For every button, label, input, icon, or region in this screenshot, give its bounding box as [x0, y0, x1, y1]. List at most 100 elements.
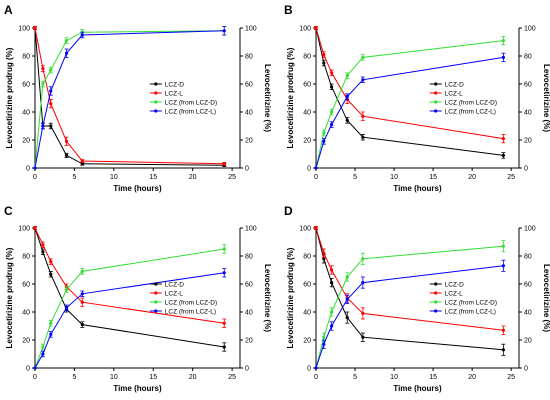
y-tick-label: 20 — [303, 138, 311, 145]
legend-label: LCZ-L — [445, 290, 463, 297]
y-right-tick-label: 40 — [245, 310, 253, 317]
data-point — [330, 324, 334, 328]
data-point — [41, 67, 45, 71]
y-right-tick-label: 80 — [245, 54, 253, 61]
legend-swatch-marker — [154, 109, 158, 113]
y-right-tick-label: 20 — [245, 338, 253, 345]
data-point — [501, 264, 505, 268]
x-tick-label: 25 — [507, 374, 515, 381]
series-lcz-l — [314, 26, 506, 144]
data-point — [49, 124, 53, 128]
y-tick-label: 60 — [303, 82, 311, 89]
data-point — [322, 61, 326, 65]
data-point — [33, 26, 37, 30]
data-point — [222, 321, 226, 325]
data-point — [314, 166, 318, 170]
series-line — [34, 272, 225, 369]
legend-label: LCZ-D — [165, 281, 184, 288]
data-point — [64, 139, 69, 143]
legend-swatch-marker — [154, 291, 158, 295]
legend-label: LCZ (from LCZ-L) — [445, 108, 496, 115]
legend-swatch-marker — [154, 309, 158, 313]
legend-swatch-marker — [154, 82, 158, 86]
data-point — [361, 55, 365, 60]
data-point — [322, 335, 326, 339]
data-point — [345, 118, 349, 122]
legend-label: LCZ-L — [445, 90, 463, 97]
legend: LCZ-D LCZ-L LCZ (from LCZ-D) LCZ (from LCZ-… — [149, 281, 217, 315]
data-point — [222, 345, 226, 349]
legend: LCZ-D LCZ-L LCZ (from LCZ-D) LCZ (from LCZ-… — [429, 281, 497, 315]
y-right-tick-label: 0 — [245, 166, 249, 173]
series-line — [34, 30, 225, 169]
y-axis-title-right: Levocetirizine (%) — [263, 64, 272, 132]
legend-label: LCZ-D — [165, 81, 184, 88]
x-tick-label: 15 — [429, 374, 437, 381]
y-tick-label: 100 — [299, 226, 311, 233]
x-axis-title: Time (hours) — [113, 384, 162, 393]
data-point — [322, 342, 326, 346]
legend-label: LCZ-L — [165, 90, 183, 97]
data-point — [322, 139, 326, 143]
x-tick-label: 0 — [314, 374, 318, 381]
data-point — [345, 74, 349, 78]
x-tick-label: 5 — [353, 374, 357, 381]
y-tick-label: 100 — [18, 26, 30, 33]
data-point — [49, 102, 53, 106]
panel-label: A — [4, 3, 13, 17]
y-right-tick-label: 60 — [245, 282, 253, 289]
legend-swatch-marker — [434, 300, 438, 304]
y-right-tick-label: 20 — [245, 138, 253, 145]
x-tick-label: 0 — [33, 374, 37, 381]
y-tick-label: 0 — [26, 166, 30, 173]
x-tick-label: 20 — [468, 374, 476, 381]
y-axis-title-right: Levocetirizine (%) — [263, 264, 272, 332]
y-right-tick-label: 40 — [524, 310, 532, 317]
series-line — [315, 245, 504, 369]
data-point — [41, 243, 45, 247]
series-lcz-l — [33, 26, 227, 166]
y-right-tick-label: 80 — [524, 254, 532, 261]
y-axis-title-left: Levocetirizine prodrug (%) — [5, 247, 14, 348]
y-right-tick-label: 100 — [524, 26, 536, 33]
data-point — [41, 82, 45, 86]
y-tick-label: 0 — [307, 366, 311, 373]
data-point — [64, 288, 69, 292]
data-point — [345, 316, 349, 320]
data-point — [314, 226, 318, 230]
data-point — [33, 226, 37, 230]
data-point — [330, 281, 334, 285]
data-point — [501, 244, 505, 248]
y-right-tick-label: 60 — [524, 82, 532, 89]
data-point — [330, 310, 334, 314]
series-lcz-l — [314, 226, 506, 335]
x-axis-title: Time (hours) — [113, 184, 162, 193]
series-lcz-d — [33, 226, 227, 352]
data-point — [49, 260, 53, 264]
data-point — [501, 153, 505, 157]
y-right-tick-label: 40 — [524, 110, 532, 117]
panel-label: B — [284, 3, 293, 17]
x-tick-label: 10 — [390, 374, 398, 381]
data-point — [49, 332, 53, 336]
y-right-tick-label: 100 — [245, 226, 257, 233]
y-axis-title-right: Levocetirizine (%) — [542, 264, 550, 332]
data-point — [222, 271, 226, 275]
series-lcz-from-lcz-d — [33, 244, 227, 370]
y-right-tick-label: 60 — [245, 82, 253, 89]
data-point — [80, 300, 84, 304]
data-point — [49, 89, 53, 93]
data-point — [345, 275, 349, 279]
y-right-tick-label: 80 — [524, 54, 532, 61]
x-tick-label: 20 — [189, 374, 197, 381]
y-tick-label: 60 — [22, 82, 30, 89]
x-tick-label: 25 — [507, 174, 515, 181]
legend-swatch-marker — [434, 282, 438, 286]
x-tick-label: 0 — [314, 174, 318, 181]
data-point — [330, 123, 334, 127]
y-axis-title-left: Levocetirizine prodrug (%) — [5, 47, 14, 148]
legend-label: LCZ-L — [165, 290, 183, 297]
x-tick-label: 25 — [228, 174, 236, 181]
